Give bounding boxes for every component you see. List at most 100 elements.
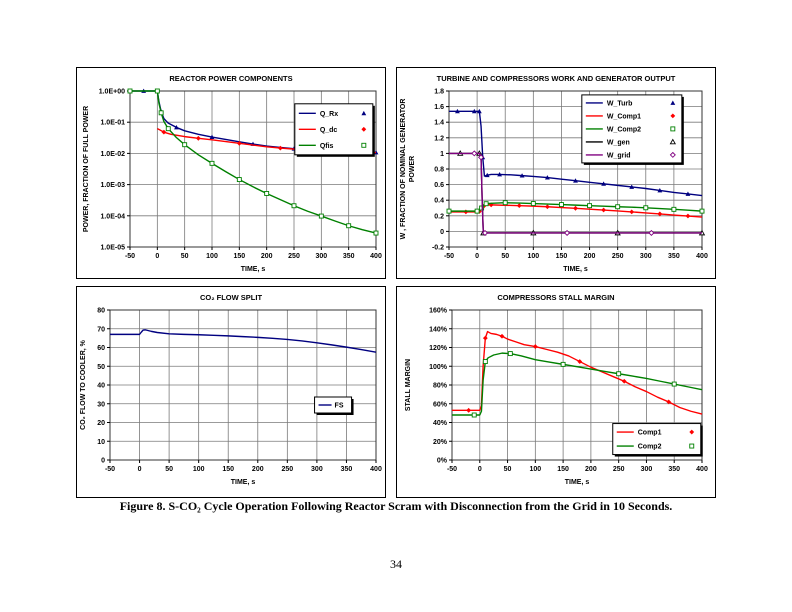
svg-text:250: 250	[288, 253, 300, 260]
figure-caption: Figure 8. S-CO₂ Cycle Operation Followin…	[119, 499, 673, 513]
svg-text:0%: 0%	[437, 458, 448, 465]
svg-text:0.2: 0.2	[434, 213, 444, 220]
svg-text:200: 200	[252, 466, 264, 473]
stall-margin-chart: -50 0 50 100 150 200 250 300 350 400 0% 20% 40% 60% 80…	[396, 286, 716, 498]
y-axis-label: W , FRACTION OF NOMINAL GENERATOR	[400, 99, 407, 240]
series-FS	[110, 329, 377, 353]
svg-text:100: 100	[529, 466, 541, 473]
legend-label: Qfis	[320, 143, 334, 150]
chart-title: COMPRESSORS STALL MARGIN	[497, 293, 614, 302]
series-Comp2	[452, 351, 703, 418]
svg-text:40: 40	[97, 383, 105, 390]
svg-text:40%: 40%	[433, 420, 448, 427]
svg-text:300: 300	[641, 466, 653, 473]
svg-text:200: 200	[584, 253, 596, 260]
series-Comp1	[452, 330, 703, 415]
svg-text:350: 350	[668, 253, 680, 260]
axis-ticks	[107, 309, 377, 463]
svg-text:-50: -50	[447, 466, 457, 473]
chart-title: CO₂ FLOW SPLIT	[200, 293, 262, 302]
legend-label: W_grid	[607, 152, 631, 159]
legend-label: Q_dc	[320, 127, 338, 134]
svg-text:400: 400	[370, 253, 382, 260]
svg-text:10: 10	[97, 439, 105, 446]
svg-text:350: 350	[668, 466, 680, 473]
svg-text:1.6: 1.6	[434, 104, 444, 111]
svg-text:300: 300	[640, 253, 652, 260]
axis-ticks	[449, 309, 703, 463]
x-axis-label: TIME, s	[241, 266, 266, 273]
svg-text:400: 400	[696, 253, 708, 260]
legend-label: Comp1	[638, 430, 662, 437]
series-W_Comp2	[446, 200, 705, 214]
co2-flow-split-plot: -50 0 50 100 150 200 250 300 350 4000102030405060…	[80, 293, 382, 486]
legend-label: FS	[335, 403, 344, 410]
turbine-work-plot: -50 0 50 100 150 200 250 300 350 400 -0.2 0 0.2 0.4 0.…	[400, 74, 708, 273]
svg-text:50: 50	[181, 253, 189, 260]
tick-labels: -50 0 50 100 150 200 250 300 350 4000102030405060…	[97, 308, 382, 474]
svg-text:1.0E-04: 1.0E-04	[100, 213, 125, 220]
svg-text:1.2: 1.2	[434, 135, 444, 142]
chart-title: TURBINE AND COMPRESSORS WORK AND GENERAT…	[437, 74, 676, 83]
legend-label: Comp2	[638, 444, 662, 451]
svg-text:100: 100	[206, 253, 218, 260]
stall-margin-plot: -50 0 50 100 150 200 250 300 350 400 0% 20% 40% 60% 80…	[405, 293, 708, 486]
axis-ticks	[127, 90, 377, 250]
legend-label: W_Comp2	[607, 126, 641, 133]
axis-ticks	[446, 90, 703, 250]
svg-text:160%: 160%	[429, 308, 448, 315]
plot-border	[129, 90, 377, 248]
tick-labels: -50 0 50 100 150 200 250 300 350 400 0% 20% 40% 60% 80…	[429, 308, 708, 474]
reactor-power-chart: -50 0 50 100 150 200 250 300 350 400 1.0E+00 1.0E-0…	[76, 67, 386, 279]
series-Qfis	[127, 88, 379, 236]
co2-flow-split-chart: -50 0 50 100 150 200 250 300 350 400 0 10 20 30 40 50 60…	[76, 286, 386, 498]
y-axis-label: CO₂ FLOW TO COOLER, %	[80, 339, 87, 429]
reactor-power-plot: -50 0 50 100 150 200 250 300 350 400 1.0E+00 1.0E-0…	[83, 74, 382, 273]
svg-text:250: 250	[612, 253, 624, 260]
svg-text:0.4: 0.4	[434, 198, 444, 205]
svg-text:350: 350	[343, 253, 355, 260]
svg-text:140%: 140%	[429, 326, 448, 333]
legend-label: W_Turb	[607, 100, 633, 107]
svg-text:0: 0	[475, 253, 479, 260]
chart-legend: FS	[314, 396, 354, 415]
svg-text:150: 150	[557, 466, 569, 473]
svg-text:-50: -50	[125, 253, 135, 260]
svg-text:300: 300	[311, 466, 323, 473]
svg-text:200: 200	[585, 466, 597, 473]
svg-text:0: 0	[155, 253, 159, 260]
y-axis-label: POWER	[409, 156, 416, 182]
svg-text:60: 60	[97, 345, 105, 352]
gridlines	[109, 309, 377, 461]
svg-text:120%: 120%	[429, 345, 448, 352]
svg-text:350: 350	[341, 466, 353, 473]
svg-text:200: 200	[261, 253, 273, 260]
turbine-work-chart: -50 0 50 100 150 200 250 300 350 400 -0.2 0 0.2 0.4 0.…	[396, 67, 716, 279]
y-axis-label: STALL MARGIN	[405, 359, 412, 411]
svg-text:300: 300	[315, 253, 327, 260]
series-W_Turb	[449, 108, 703, 197]
chart-legend: Comp1 Comp2	[612, 423, 703, 457]
svg-text:250: 250	[281, 466, 293, 473]
svg-text:50: 50	[504, 466, 512, 473]
svg-text:400: 400	[696, 466, 708, 473]
svg-text:20: 20	[97, 420, 105, 427]
svg-text:150: 150	[222, 466, 234, 473]
svg-text:0: 0	[478, 466, 482, 473]
svg-text:-0.2: -0.2	[432, 245, 444, 252]
svg-text:-50: -50	[105, 466, 115, 473]
svg-text:1.0E+00: 1.0E+00	[99, 89, 125, 96]
svg-text:250: 250	[613, 466, 625, 473]
tick-labels: -50 0 50 100 150 200 250 300 350 400 1.0E+00 1.0E-0…	[99, 89, 382, 261]
y-axis-label: POWER, FRACTION OF FULL POWER	[83, 106, 90, 232]
svg-text:0.8: 0.8	[434, 167, 444, 174]
svg-text:50: 50	[97, 364, 105, 371]
svg-text:0: 0	[440, 229, 444, 236]
svg-text:0: 0	[138, 466, 142, 473]
svg-text:60%: 60%	[433, 401, 448, 408]
svg-text:1: 1	[440, 151, 444, 158]
legend-label: Q_Rx	[320, 111, 338, 118]
svg-text:1.0E-03: 1.0E-03	[100, 182, 125, 189]
x-axis-label: TIME, s	[231, 479, 256, 486]
